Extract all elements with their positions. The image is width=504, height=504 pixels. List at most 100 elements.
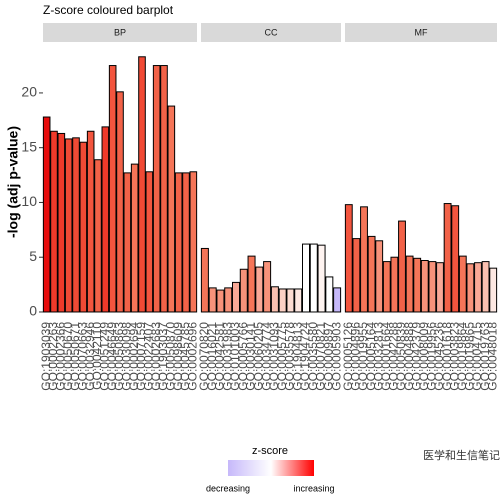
bar xyxy=(436,262,444,313)
x-tick-label: GO:0003823 xyxy=(447,322,461,391)
x-tick-label: GO:0001664 xyxy=(379,322,393,391)
x-tick-label: GO:0004715 xyxy=(470,322,484,391)
bar xyxy=(333,287,342,313)
bar xyxy=(270,286,279,313)
facet-label: CC xyxy=(265,27,278,37)
x-tick-label: GO:0019955 xyxy=(356,322,370,391)
x-tick-label: GO:0050670 xyxy=(61,322,75,391)
x-tick-label: GO:1903037 xyxy=(156,322,170,391)
bar xyxy=(72,137,80,313)
bar xyxy=(200,247,209,313)
bar xyxy=(208,287,217,313)
x-tick-label: GO:0019763 xyxy=(478,322,492,391)
legend-label: decreasing xyxy=(206,483,250,493)
bar xyxy=(489,267,498,313)
bar xyxy=(302,243,310,313)
bar xyxy=(443,203,452,313)
x-tick-label: GO:0002696 xyxy=(186,322,200,391)
x-tick-label: GO:0051249 xyxy=(98,322,112,391)
x-tick-label: GO:0098609 xyxy=(171,322,185,391)
bar xyxy=(160,65,168,313)
chart-title: Z-score coloured barplot xyxy=(43,3,174,17)
legend-title: z-score xyxy=(252,445,288,457)
bar xyxy=(481,261,490,313)
bar xyxy=(325,276,334,313)
x-tick-label: GO:1903039 xyxy=(39,322,53,391)
bar xyxy=(50,130,58,313)
bar xyxy=(116,91,124,313)
x-tick-label: GO:0042379 xyxy=(409,322,423,391)
bar xyxy=(224,287,233,313)
x-tick-label: GO:0007159 xyxy=(134,322,148,391)
facet-strip xyxy=(201,23,341,42)
x-tick-label: GO:0050863 xyxy=(112,322,126,391)
bar xyxy=(420,260,429,313)
x-tick-label: GO:0019865 xyxy=(463,322,477,391)
x-tick-label: GO:0045236 xyxy=(432,322,446,391)
bar xyxy=(428,261,437,313)
x-tick-label: GO:0042110 xyxy=(90,322,104,390)
x-tick-label: GO:0042581 xyxy=(213,322,227,391)
x-tick-label: GO:0005766 xyxy=(236,322,250,391)
x-tick-label: GO:0032813 xyxy=(371,322,385,391)
bar xyxy=(458,255,467,313)
bar xyxy=(138,56,146,313)
x-tick-label: GO:0035580 xyxy=(306,322,320,391)
bar xyxy=(413,257,422,313)
bar xyxy=(247,255,256,313)
watermark: 医学和生信笔记 xyxy=(423,448,500,462)
x-tick-label: GO:0019956 xyxy=(425,322,439,391)
x-tick-label: GO:0048018 xyxy=(485,322,499,391)
facet-label: BP xyxy=(114,27,126,37)
x-tick-label: GO:0002366 xyxy=(54,322,68,391)
bar xyxy=(167,105,176,313)
x-tick-label: GO:0070820 xyxy=(197,322,211,391)
bar xyxy=(101,126,110,313)
x-tick-label: GO:0046649 xyxy=(105,322,119,391)
x-tick-label: GO:0030141 xyxy=(244,322,258,391)
bar xyxy=(382,261,391,313)
bar xyxy=(232,281,240,313)
bar xyxy=(309,243,318,313)
bar xyxy=(375,240,384,313)
facet-label: MF xyxy=(415,27,428,37)
bar xyxy=(182,172,190,313)
x-tick-label: GO:0070821 xyxy=(314,322,328,391)
bar xyxy=(123,172,132,313)
bar xyxy=(130,163,139,313)
bar xyxy=(405,255,414,313)
x-tick-label: GO:0050839 xyxy=(394,322,408,391)
bar xyxy=(263,261,272,313)
y-tick-label: 20 xyxy=(21,84,37,100)
bar xyxy=(255,266,264,313)
x-tick-label: GO:0019864 xyxy=(455,322,469,391)
bar xyxy=(189,171,198,313)
bar xyxy=(64,138,73,313)
x-tick-label: GO:0009897 xyxy=(322,322,336,391)
y-tick-label: 5 xyxy=(29,248,37,264)
x-tick-label: GO:0030098 xyxy=(120,322,134,391)
bar xyxy=(398,220,406,313)
legend-label: increasing xyxy=(293,483,334,493)
x-tick-label: GO:0045785 xyxy=(178,322,192,391)
x-tick-label: GO:0070663 xyxy=(76,322,90,391)
bar xyxy=(317,244,326,313)
bar xyxy=(344,204,353,313)
x-tick-label: GO:0002683 xyxy=(149,322,163,391)
y-tick-label: 15 xyxy=(21,138,37,154)
x-tick-label: GO:0022407 xyxy=(142,322,156,391)
x-tick-label: GO:0008009 xyxy=(417,322,431,391)
legend-colorbar xyxy=(228,460,314,476)
bar xyxy=(86,130,95,313)
x-tick-label: GO:0004888 xyxy=(402,322,416,391)
x-tick-label: GO:0101003 xyxy=(228,322,242,391)
bar xyxy=(451,205,460,313)
bar xyxy=(360,206,368,313)
x-tick-label: GO:0004896 xyxy=(349,322,363,391)
facet-strip xyxy=(43,23,197,42)
bar xyxy=(474,262,482,313)
x-tick-label: GO:0050671 xyxy=(68,322,82,391)
x-tick-label: GO:0050870 xyxy=(164,322,178,391)
bar xyxy=(42,116,51,313)
